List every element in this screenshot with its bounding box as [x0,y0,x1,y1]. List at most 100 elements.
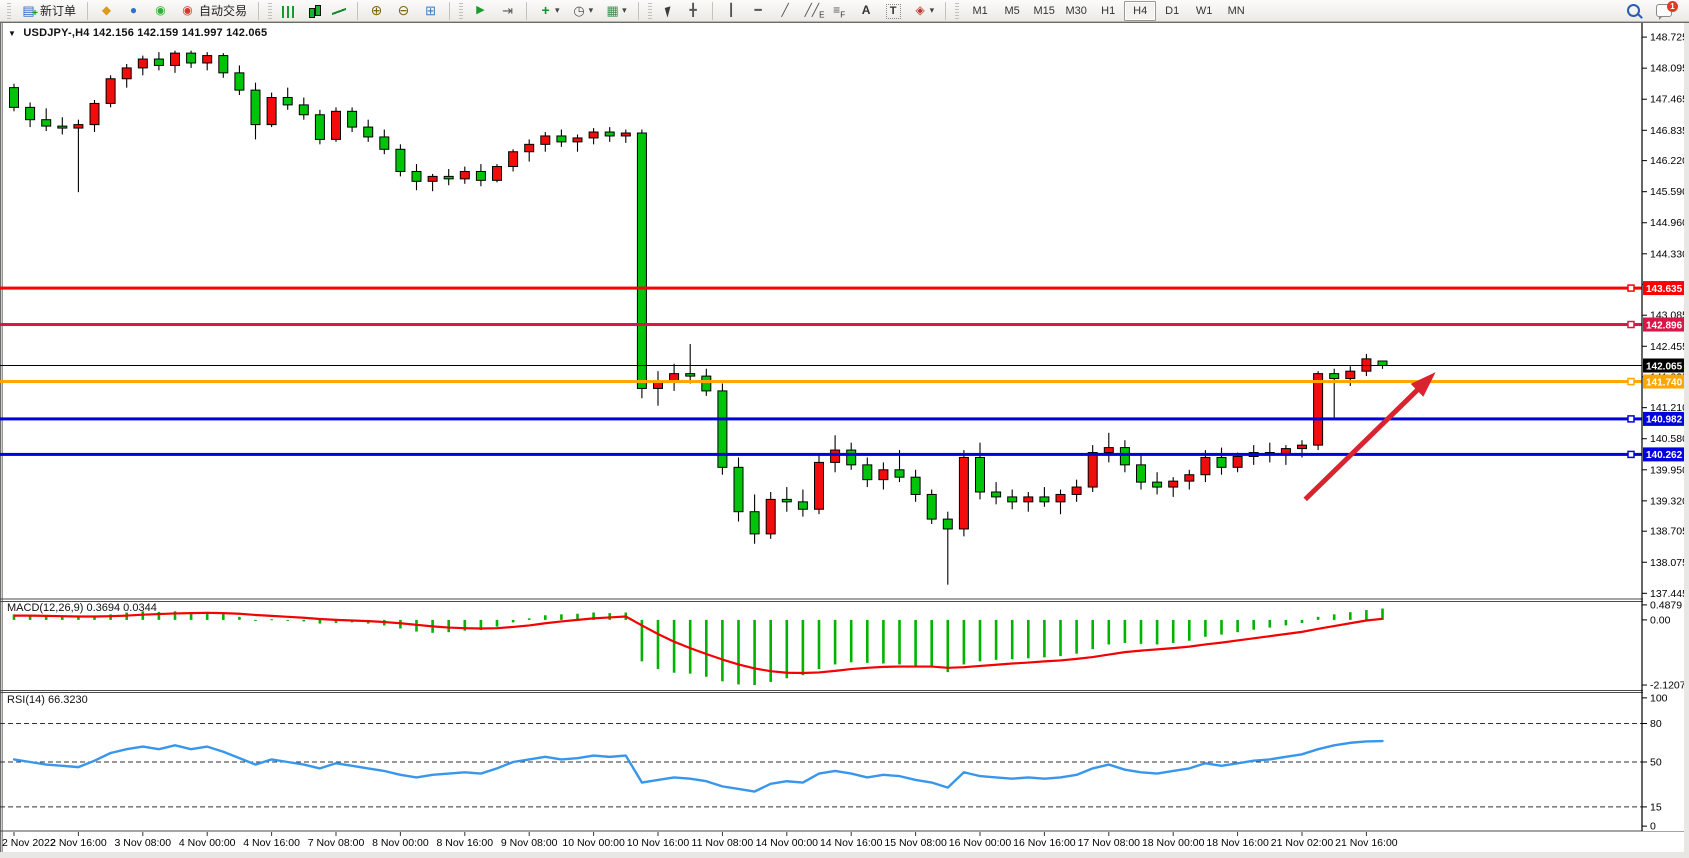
price-tag-143.635: 143.635 [1643,281,1689,296]
auto-trading-label: 自动交易 [199,4,248,18]
timeframe-button-m15[interactable]: M15 [1033,4,1055,17]
macd-pane [12,608,1384,686]
timeframe-button-w1[interactable]: W1 [1195,4,1213,17]
date-label: 2 Nov 16:00 [50,837,107,849]
line-chart-button[interactable] [327,0,351,22]
clock-icon: ◷ [573,3,585,18]
svg-text:142.896: 142.896 [1646,320,1683,331]
timeframe-button-m30[interactable]: M30 [1065,4,1087,17]
metaeditor-icon: ◆ [101,3,112,17]
horizontal-line-142.896[interactable] [0,320,1642,329]
price-tick-label: 141.210 [1650,402,1688,414]
cursor-button[interactable] [657,0,679,22]
text-icon: A [861,3,871,17]
template-dropdown[interactable]: ▾ [622,5,627,15]
date-label: 7 Nov 08:00 [308,837,365,849]
date-label: 10 Nov 16:00 [627,837,690,849]
price-tick-label: 139.950 [1650,464,1688,476]
rsi-tick-label: 80 [1650,718,1662,730]
new-order-button[interactable]: ▤ + 新订单 [16,0,81,22]
add-indicator-button[interactable]: + ▾ [533,0,565,22]
channel-button[interactable]: ╱╱E [800,0,825,22]
text-label-icon: T [885,3,901,19]
crosshair-button[interactable]: ╋ [681,0,706,22]
tile-windows-button[interactable]: ⊞ [418,0,443,22]
date-label: 8 Nov 16:00 [436,837,493,849]
text-button[interactable]: A [854,0,879,22]
chart-title: ▼ USDJPY-,H4 142.156 142.159 141.997 142… [8,27,267,39]
line-chart-icon [332,4,347,18]
price-tick-label: 148.725 [1650,32,1688,44]
trendline-button[interactable]: ╱ [773,0,798,22]
candlestick-chart-icon [307,4,322,18]
search-button[interactable] [1622,0,1649,22]
add-indicator-dropdown[interactable]: ▾ [555,5,560,15]
date-label: 16 Nov 00:00 [949,837,1012,849]
signals-button[interactable]: ◉ [148,0,173,22]
price-tick-label: 144.960 [1650,217,1688,229]
chart-title-collapse-icon[interactable]: ▼ [8,29,17,38]
toolbar-grip[interactable] [7,2,11,19]
zoom-in-icon: ⊕ [370,2,383,18]
trend-arrow[interactable] [1303,372,1436,502]
market-button[interactable]: ● [121,0,146,22]
price-tick-label: 144.330 [1650,248,1688,260]
horizontal-line-button[interactable]: ━ [746,0,771,22]
shapes-button[interactable]: ◈ ▾ [908,0,940,22]
metaeditor-button[interactable]: ◆ [94,0,119,22]
text-label-button[interactable]: T [881,0,906,22]
chart-shift-button[interactable]: ⇥ [495,0,520,22]
date-label: 9 Nov 08:00 [501,837,558,849]
timeframe-button-m5[interactable]: M5 [1004,4,1020,17]
auto-scroll-button[interactable]: ▶ [468,0,493,22]
rsi-tick-label: 50 [1650,757,1662,769]
horizontal-line-141.740[interactable] [0,377,1642,386]
date-label: 14 Nov 16:00 [820,837,883,849]
template-button[interactable]: ▦ ▾ [600,0,632,22]
horizontal-line-142.065[interactable] [0,365,1642,367]
period-dropdown[interactable]: ▾ [588,5,594,15]
date-label: 10 Nov 00:00 [562,837,625,849]
date-label: 11 Nov 08:00 [692,837,754,849]
auto-scroll-icon: ▶ [476,4,485,16]
price-tag-141.740: 141.740 [1643,374,1689,389]
fibonacci-button[interactable]: ≡F [827,0,852,22]
shapes-icon: ◈ [915,3,925,17]
bar-chart-button[interactable] [277,0,300,22]
rsi-pane [0,723,1642,808]
date-label: 14 Nov 00:00 [756,837,819,849]
horizontal-line-140.982[interactable] [0,415,1642,423]
macd-indicator-label: MACD(12,26,9) 0.3694 0.0344 [7,602,157,614]
date-label: 18 Nov 16:00 [1206,837,1269,849]
chat-icon: 1 [1656,1,1678,20]
timeframe-button-d1[interactable]: D1 [1165,4,1180,17]
candlestick-chart-button[interactable] [302,0,325,22]
price-tag-142.896: 142.896 [1643,317,1689,332]
timeframe-button-m1[interactable]: M1 [972,4,988,17]
period-button[interactable]: ◷ ▾ [567,0,599,22]
horizontal-line-140.262[interactable] [0,450,1642,459]
shapes-dropdown[interactable]: ▾ [929,5,935,15]
vertical-line-button[interactable]: ┃ [719,0,744,22]
ohlc-values: 142.156 142.159 141.997 142.065 [92,27,268,39]
timeframe-button-h4[interactable]: H4 [1124,0,1157,21]
price-tick-label: 137.445 [1650,588,1688,600]
fibonacci-icon: ≡F [833,3,846,20]
price-tick-label: 145.590 [1650,186,1688,198]
timeframe-button-h1[interactable]: H1 [1101,4,1116,17]
price-tick-label: 147.465 [1650,94,1688,106]
cursor-icon [664,6,673,18]
zoom-out-button[interactable]: ⊖ [391,0,416,22]
vertical-line-icon: ┃ [727,3,735,17]
price-axis[interactable]: 148.725 148.095 147.465 146.835 146.220 145.5… [1641,23,1689,833]
price-tick-label: 138.705 [1650,526,1688,538]
auto-trading-button[interactable]: ◉ 自动交易 [175,0,252,22]
zoom-in-button[interactable]: ⊕ [364,0,389,22]
notifications-button[interactable]: 1 [1651,0,1685,22]
horizontal-line-143.635[interactable] [0,284,1642,292]
main-toolbar: ▤ + 新订单 ◆ ● ◉ ◉ 自动交易 ⊕ ⊖ ⊞ ▶ ⇥ + ▾ ◷ ▾ ▦ ▾ ╋… [0,0,1689,22]
timeframe-button-mn[interactable]: MN [1227,4,1245,17]
macd-tick-label: 0.00 [1650,614,1671,626]
